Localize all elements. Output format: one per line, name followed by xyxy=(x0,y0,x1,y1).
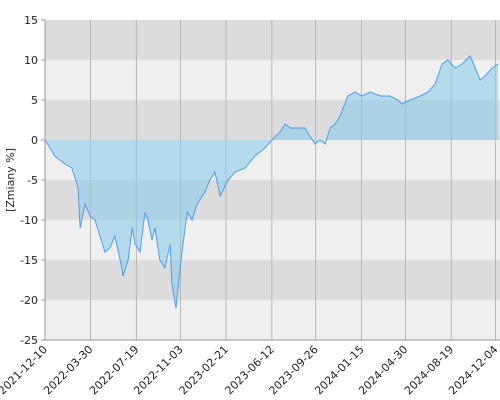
band xyxy=(45,60,500,100)
y-tick-label: -10 xyxy=(20,214,38,227)
y-axis-label: [Zmiany %] xyxy=(4,148,17,212)
y-tick-label: -25 xyxy=(20,334,38,347)
line xyxy=(44,55,499,309)
area xyxy=(45,56,498,308)
y-tick-label: -20 xyxy=(20,294,38,307)
y-tick-label: -15 xyxy=(20,254,38,267)
band xyxy=(45,300,500,340)
band xyxy=(45,260,500,300)
y-tick-label: 5 xyxy=(31,94,38,107)
y-tick-label: 0 xyxy=(31,134,38,147)
y-tick-label: 15 xyxy=(24,14,38,27)
y-tick-label: -5 xyxy=(27,174,38,187)
y-tick-label: 10 xyxy=(24,54,38,67)
band xyxy=(45,20,500,60)
